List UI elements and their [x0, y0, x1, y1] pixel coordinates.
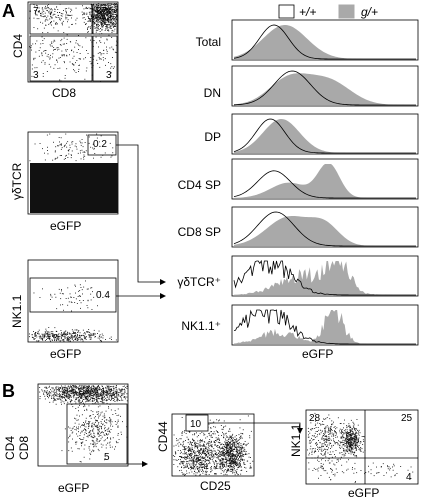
- histogram-wt-line: [233, 118, 416, 154]
- quadrant-value: 4: [406, 472, 412, 483]
- histogram-wt-line: [233, 309, 416, 345]
- row-label: γδTCR⁺: [177, 275, 221, 289]
- panel-a-letter: A: [2, 1, 15, 21]
- gate-value: 0.2: [93, 139, 107, 150]
- quadrant-value: 3: [33, 70, 39, 81]
- arrow-gdtcr: [116, 144, 160, 283]
- histogram-panel: [231, 206, 419, 248]
- y-axis-label-line1: CD4: [3, 436, 17, 460]
- histogram-wt-line: [233, 259, 416, 296]
- histogram-panel: [231, 19, 419, 61]
- legend-mut-label: g/+: [361, 5, 378, 19]
- histogram-panel: [231, 158, 419, 200]
- legend-wt-swatch: [278, 4, 295, 19]
- dot-cloud: [307, 412, 414, 483]
- histogram-wt-line: [233, 170, 416, 199]
- y-axis-label: CD4: [11, 34, 25, 58]
- gate-dp: [92, 3, 118, 35]
- y-axis-label: NK1.1: [289, 423, 303, 457]
- dotplot-b-nk11-egfp: 28 25 4 NK1.1 eGFP: [289, 409, 419, 499]
- gate-cd8-sp: [92, 35, 118, 82]
- histogram-stack: [231, 19, 419, 346]
- x-axis-label: CD8: [52, 86, 76, 100]
- histogram-legend: +/+ g/+: [278, 4, 378, 19]
- row-label: NK1.1⁺: [181, 319, 221, 333]
- dotplot-cd4-cd8: 7 87 3 3 CD4 CD8: [11, 1, 119, 100]
- histogram-wt-line: [233, 70, 416, 106]
- y-axis-label: γδTCR: [10, 162, 24, 200]
- gate-dn: [29, 35, 93, 82]
- gate-egfp-pos: [66, 403, 128, 465]
- dot-cloud: [29, 133, 114, 162]
- arrow-b2-b3: [208, 422, 303, 434]
- quadrant-value: 25: [401, 413, 413, 424]
- row-label: DN: [204, 86, 221, 100]
- histogram-gp-fill: [234, 164, 416, 198]
- dotplot-nk11-egfp: 0.4 NK1.1 eGFP: [10, 259, 119, 361]
- row-label: DP: [204, 130, 221, 144]
- histogram-gp-fill: [234, 310, 416, 344]
- gate-arrows: [116, 144, 166, 299]
- gate-value: 10: [190, 419, 202, 430]
- histogram-gp-fill: [234, 216, 416, 246]
- gate-cd4-sp: [29, 3, 93, 35]
- histogram-row-labels: Total DN DP CD4 SP CD8 SP γδTCR⁺ NK1.1⁺: [177, 35, 221, 333]
- histogram-gp-fill: [234, 25, 416, 59]
- histogram-wt-line: [233, 24, 416, 60]
- quadrant-value: 28: [309, 413, 321, 424]
- histogram-panel: [231, 304, 419, 346]
- row-label: CD8 SP: [178, 225, 221, 239]
- quadrant-value: 87: [96, 6, 108, 17]
- dot-cloud: [39, 385, 128, 463]
- dotplot-gdtcr-egfp: 0.2 γδTCR eGFP: [10, 131, 119, 233]
- legend-mut-swatch: [338, 4, 355, 19]
- dotplot-b-cd44-cd25: 10 CD44 CD25: [156, 413, 255, 493]
- histogram-x-axis-label: eGFP: [302, 347, 333, 361]
- histogram-gp-fill: [234, 119, 416, 153]
- arrowhead: [160, 293, 166, 299]
- x-axis-label: CD25: [200, 479, 231, 493]
- x-axis-label: eGFP: [50, 347, 81, 361]
- panel-b-letter: B: [2, 381, 15, 401]
- row-label: Total: [196, 35, 221, 49]
- histogram-panel: [231, 113, 419, 155]
- histogram-wt-line: [233, 211, 416, 247]
- arrow-b1-b2: [128, 461, 148, 467]
- dense-population: [30, 163, 118, 213]
- legend-wt-label: +/+: [299, 5, 316, 19]
- dotplot-b-cd4cd8-egfp: 5 CD4 CD8 eGFP: [3, 383, 129, 495]
- dot-cloud: [29, 280, 117, 342]
- gate-value: 5: [104, 452, 110, 463]
- y-axis-label-line2: CD8: [17, 436, 31, 460]
- histogram-panel: [231, 255, 419, 297]
- histogram-gp-fill: [234, 73, 416, 105]
- gate-nk11: [29, 277, 117, 313]
- gate-value: 0.4: [96, 290, 110, 301]
- histogram-gp-fill: [234, 261, 416, 295]
- dot-cloud: [29, 3, 118, 82]
- x-axis-label: eGFP: [348, 486, 379, 499]
- x-axis-label: eGFP: [50, 219, 81, 233]
- y-axis-label: NK1.1: [10, 294, 24, 328]
- y-axis-label: CD44: [156, 421, 170, 452]
- plot-frame: [27, 259, 119, 343]
- quadrant-value: 3: [106, 70, 112, 81]
- plot-frame: [305, 409, 419, 485]
- arrowhead: [160, 279, 166, 285]
- quadrant-value: 7: [33, 6, 39, 17]
- histogram-panel: [231, 65, 419, 107]
- x-axis-label: eGFP: [58, 481, 89, 495]
- row-label: CD4 SP: [178, 178, 221, 192]
